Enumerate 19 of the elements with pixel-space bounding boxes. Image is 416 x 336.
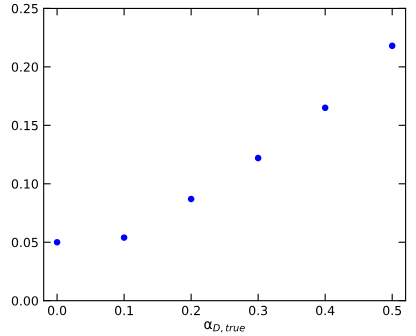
x-tick-label: 0.5 (383, 306, 402, 316)
point (188, 196, 194, 202)
point (54, 239, 60, 246)
x-tick-label: 0.0 (48, 306, 66, 316)
point (254, 154, 262, 162)
y-tick-label: 0.25 (12, 4, 38, 14)
point (322, 104, 328, 112)
y-tick-label: 0.15 (12, 120, 38, 130)
y-tick-label: 0.00 (12, 296, 38, 306)
x-tick-label: 0.4 (316, 306, 334, 316)
x-axis-title: α$_{D,true}$ (204, 321, 245, 332)
point (388, 42, 396, 50)
y-tick-label: 0.10 (12, 179, 38, 189)
x-tick-label: 0.2 (182, 306, 200, 316)
x-tick-label: 0.1 (114, 306, 133, 316)
point (120, 234, 128, 241)
y-tick-label: 0.05 (12, 238, 38, 248)
y-tick-label: 0.20 (12, 62, 38, 72)
x-tick-label: 0.3 (249, 306, 268, 316)
